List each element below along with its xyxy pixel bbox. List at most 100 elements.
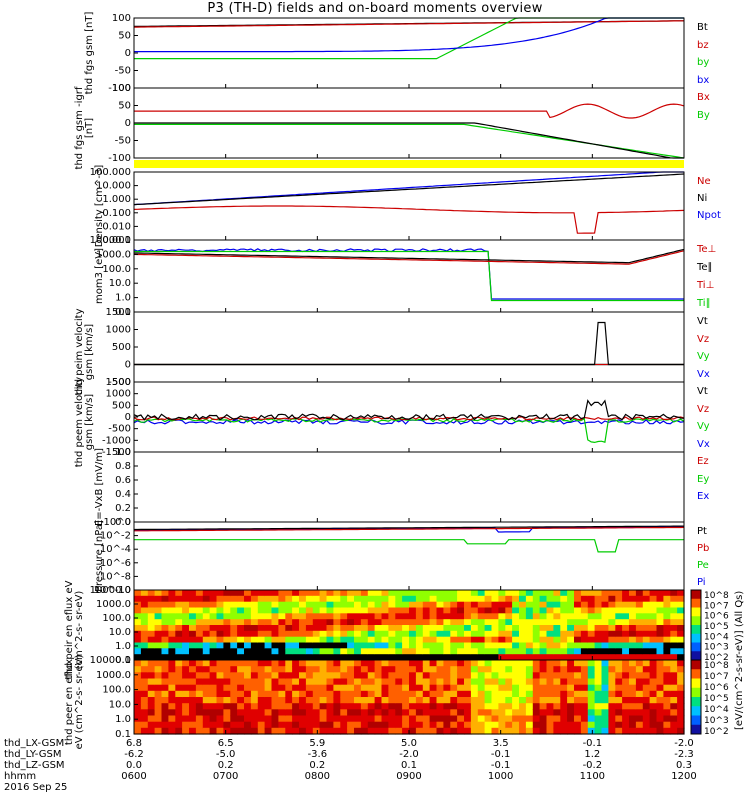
colorbar-segment — [691, 715, 701, 726]
spectrogram-cell — [264, 613, 273, 620]
spectrogram-cell — [285, 636, 293, 644]
spectrogram-cell — [209, 654, 218, 661]
spectrogram-cell — [560, 648, 568, 655]
spectrogram-cell — [553, 619, 561, 626]
spectrogram-cell — [484, 672, 493, 680]
spectrogram-cell — [216, 625, 224, 632]
spectrogram-cell — [457, 613, 465, 620]
spectrogram-cell — [663, 709, 671, 717]
spectrogram-cell — [443, 660, 451, 667]
spectrogram-cell — [250, 590, 259, 597]
spectrogram-cell — [264, 630, 273, 638]
legend-entry: bx — [697, 74, 710, 86]
spectrogram-cell — [415, 666, 424, 673]
spectrogram-cell — [642, 697, 651, 704]
spectrogram-cell — [436, 607, 444, 614]
spectrogram-cell — [642, 625, 651, 632]
spectrogram-cell — [677, 727, 685, 735]
spectrogram-cell — [244, 727, 252, 735]
spectrogram-cell — [580, 666, 589, 673]
spectrogram-cell — [299, 630, 307, 638]
spectrogram-cell — [299, 697, 307, 704]
spectrogram-cell — [574, 715, 582, 723]
spectrogram-cell — [168, 715, 176, 723]
spectrogram-cell — [326, 690, 334, 698]
spectrogram-cell — [498, 660, 506, 667]
spectrogram-cell — [250, 666, 259, 673]
spectrogram-cell — [670, 619, 678, 626]
spectrogram-cell — [354, 636, 362, 644]
spectrogram-cell — [257, 672, 266, 680]
spectrogram-cell — [622, 697, 630, 704]
spectrogram-cell — [305, 648, 314, 655]
spectrogram-cell — [532, 595, 541, 603]
spectrogram-cell — [512, 630, 520, 638]
spectrogram-cell — [202, 619, 211, 626]
spectrogram-cell — [491, 636, 499, 644]
spectrogram-cell — [402, 607, 410, 614]
spectrogram-cell — [574, 590, 582, 597]
spectrogram-cell — [340, 690, 348, 698]
spectrogram-cell — [505, 709, 513, 717]
spectrogram-cell — [422, 636, 431, 644]
spectrogram-cell — [202, 678, 211, 686]
spectrogram-cell — [422, 703, 431, 710]
spectrogram-cell — [663, 684, 671, 692]
spectrogram-cell — [257, 595, 266, 603]
spectrogram-cell — [147, 654, 156, 661]
spectrogram-cell — [244, 619, 252, 626]
spectrogram-cell — [360, 721, 369, 729]
spectrogram-cell — [477, 727, 486, 735]
spectrogram-cell — [367, 697, 376, 704]
spectrogram-cell — [464, 709, 472, 717]
spectrogram-cell — [642, 690, 651, 698]
spectrogram-cell — [477, 625, 486, 632]
spectrogram-cell — [305, 727, 314, 735]
spectrogram-cell — [402, 595, 410, 603]
spectrogram-cell — [189, 619, 197, 626]
spectrogram-cell — [429, 642, 438, 649]
spectrogram-cell — [147, 630, 156, 638]
spectrogram-cell — [649, 690, 658, 698]
spectrogram-cell — [319, 601, 328, 609]
spectrogram-cell — [574, 660, 582, 667]
spectrogram-cell — [477, 697, 486, 704]
spectrogram-cell — [539, 672, 548, 680]
spectrogram-cell — [409, 678, 417, 686]
spectrogram-cell — [491, 721, 499, 729]
spectrogram-cell — [230, 630, 238, 638]
spectrogram-cell — [629, 697, 637, 704]
spectrogram-cell — [567, 642, 575, 649]
colorbar-segment — [691, 625, 701, 635]
spectrogram-cell — [546, 678, 554, 686]
spectrogram-cell — [388, 690, 396, 698]
spectrogram-cell — [470, 619, 479, 626]
spectrogram-cell — [202, 636, 211, 644]
spectrogram-cell — [189, 636, 197, 644]
spectrogram-cell — [656, 607, 664, 614]
colorbar-segment — [691, 724, 701, 735]
spectrogram-cell — [202, 709, 211, 717]
spectrogram-cell — [360, 660, 369, 667]
spectrogram-cell — [244, 672, 252, 680]
legend-entry: Vx — [697, 368, 710, 380]
spectrogram-cell — [450, 684, 458, 692]
spectrogram-cell — [608, 601, 616, 609]
spectrogram-cell — [354, 660, 362, 667]
spectrogram-cell — [594, 703, 603, 710]
spectrogram-cell — [244, 630, 252, 638]
spectrogram-cell — [264, 690, 273, 698]
spectrogram-cell — [189, 654, 197, 661]
spectrogram-cell — [292, 636, 300, 644]
spectrogram-cell — [608, 619, 616, 626]
spectrogram-cell — [505, 697, 513, 704]
spectrogram-cell — [663, 678, 671, 686]
spectrogram-cell — [285, 666, 293, 673]
spectrogram-cell — [546, 613, 554, 620]
spectrogram-cell — [594, 660, 603, 667]
spectrogram-cell — [512, 607, 520, 614]
spectrogram-cell — [635, 619, 644, 626]
spectrogram-cell — [539, 678, 548, 686]
spectrogram-cell — [601, 607, 609, 614]
spectrogram-cell — [154, 666, 163, 673]
